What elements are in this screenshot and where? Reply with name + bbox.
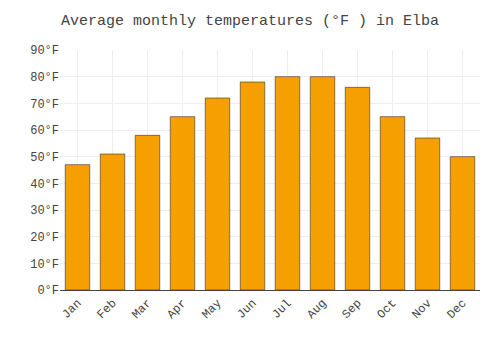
svg-text:80°F: 80°F — [30, 71, 59, 85]
svg-text:0°F: 0°F — [37, 284, 59, 298]
svg-text:Average monthly temperatures (: Average monthly temperatures (°F ) in El… — [61, 13, 439, 30]
svg-text:20°F: 20°F — [30, 231, 59, 245]
svg-text:Feb: Feb — [94, 297, 119, 322]
svg-text:40°F: 40°F — [30, 178, 59, 192]
svg-text:May: May — [199, 297, 224, 322]
svg-text:70°F: 70°F — [30, 98, 59, 112]
svg-text:Jul: Jul — [269, 297, 294, 322]
svg-text:Mar: Mar — [129, 297, 154, 322]
svg-text:Aug: Aug — [304, 297, 329, 322]
svg-text:10°F: 10°F — [30, 258, 59, 272]
svg-text:Apr: Apr — [164, 297, 189, 322]
svg-text:Jun: Jun — [234, 297, 259, 322]
svg-text:Nov: Nov — [409, 297, 434, 322]
svg-text:90°F: 90°F — [30, 44, 59, 58]
svg-text:30°F: 30°F — [30, 204, 59, 218]
svg-text:Dec: Dec — [444, 297, 469, 322]
svg-text:Sep: Sep — [339, 297, 364, 322]
svg-text:50°F: 50°F — [30, 151, 59, 165]
svg-text:Oct: Oct — [374, 297, 399, 322]
svg-text:60°F: 60°F — [30, 124, 59, 138]
svg-text:Jan: Jan — [59, 297, 84, 322]
